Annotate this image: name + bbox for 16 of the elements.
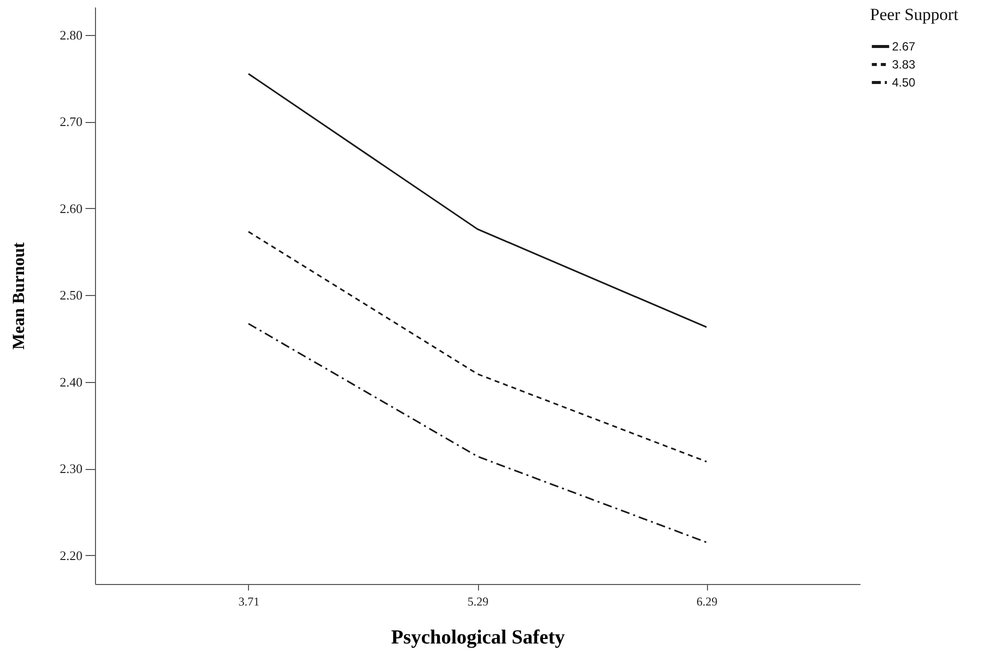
y-tick-label: 2.50	[60, 288, 82, 303]
legend-title: Peer Support	[870, 5, 959, 24]
y-tick-label: 2.70	[60, 114, 82, 130]
legend-label: 3.83	[892, 58, 916, 72]
x-tick-label: 5.29	[468, 594, 488, 608]
y-tick-label: 2.40	[60, 374, 82, 390]
y-axis-title: Mean Burnout	[8, 242, 28, 350]
y-tick-label: 2.20	[60, 548, 82, 563]
y-tick-label: 2.60	[60, 200, 82, 216]
x-tick-label: 3.71	[238, 594, 260, 608]
legend-label: 4.50	[892, 76, 916, 90]
x-tick-label: 6.29	[696, 594, 718, 608]
x-axis-title: Psychological Safety	[391, 626, 565, 648]
y-tick-label: 2.80	[60, 27, 82, 42]
legend-label: 2.67	[892, 40, 916, 54]
y-tick-label: 2.30	[60, 461, 82, 476]
